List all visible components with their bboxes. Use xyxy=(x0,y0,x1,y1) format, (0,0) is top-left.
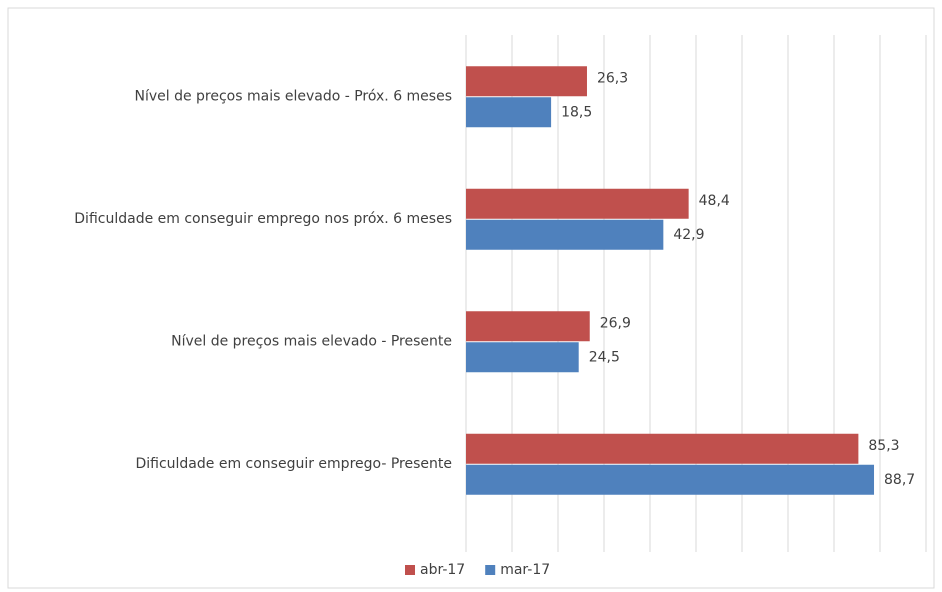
data-label: 26,3 xyxy=(597,70,628,86)
y-tick-label: Dificuldade em conseguir emprego nos pró… xyxy=(74,211,452,227)
bar xyxy=(466,342,579,373)
data-label: 26,9 xyxy=(600,315,631,331)
bar xyxy=(466,219,664,250)
y-tick-label: Dificuldade em conseguir emprego- Presen… xyxy=(135,456,452,472)
bar xyxy=(466,464,875,495)
legend-swatch xyxy=(485,565,496,575)
bar xyxy=(466,433,859,464)
legend-label: mar-17 xyxy=(500,562,550,578)
data-label: 85,3 xyxy=(868,438,899,454)
y-tick-label: Nível de preços mais elevado - Próx. 6 m… xyxy=(134,88,452,104)
legend-label: abr-17 xyxy=(420,562,465,578)
data-label: 42,9 xyxy=(673,227,704,243)
bar xyxy=(466,66,587,97)
bar xyxy=(466,311,590,342)
legend-swatch xyxy=(405,565,415,575)
data-label: 88,7 xyxy=(884,472,915,488)
y-tick-label: Nível de preços mais elevado - Presente xyxy=(171,333,452,349)
data-label: 48,4 xyxy=(699,193,730,209)
data-label: 18,5 xyxy=(561,104,592,120)
bar xyxy=(466,188,689,219)
data-label: 24,5 xyxy=(589,349,620,365)
bar xyxy=(466,97,552,128)
